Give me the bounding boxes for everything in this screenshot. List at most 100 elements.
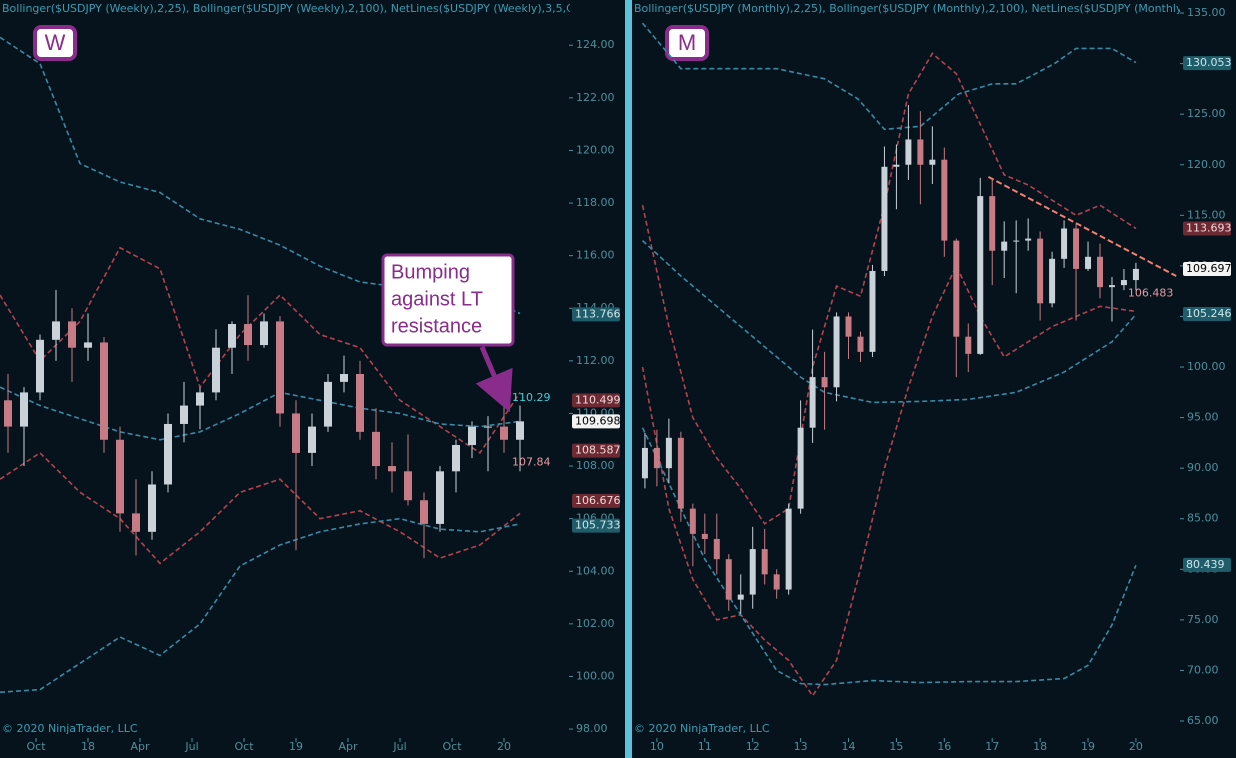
price-marker bbox=[572, 414, 620, 429]
candle-body bbox=[845, 316, 852, 337]
y-tick-label: 104.00 bbox=[576, 564, 615, 577]
bollinger-band bbox=[0, 246, 521, 455]
price-text: 107.84 bbox=[512, 455, 551, 468]
y-tick-label: 108.00 bbox=[576, 459, 615, 472]
bollinger-band bbox=[0, 36, 521, 315]
candle-body bbox=[260, 321, 268, 346]
price-marker bbox=[572, 307, 620, 322]
candle-body bbox=[1108, 285, 1115, 288]
price-marker bbox=[1183, 261, 1231, 276]
candle-body bbox=[965, 336, 972, 354]
bollinger-band bbox=[641, 52, 1137, 525]
y-tick-label: 98.00 bbox=[576, 722, 608, 735]
candle-body bbox=[1049, 258, 1056, 304]
price-marker bbox=[1183, 56, 1231, 71]
x-tick-label: 18 bbox=[81, 740, 95, 753]
candle-body bbox=[436, 471, 444, 524]
candle-body bbox=[452, 445, 460, 472]
timeframe-badge-text: W bbox=[45, 30, 66, 55]
timeframe-badge bbox=[665, 25, 709, 61]
y-tick-label: 112.00 bbox=[576, 354, 615, 367]
x-tick-label: 15 bbox=[889, 740, 903, 753]
y-tick-label: 90.00 bbox=[1187, 461, 1219, 474]
price-marker bbox=[572, 518, 620, 533]
y-tick-label: 118.00 bbox=[576, 196, 615, 209]
candle-body bbox=[905, 139, 912, 165]
annotation-text: resistance bbox=[391, 315, 482, 337]
candle-body bbox=[68, 321, 76, 348]
candle-body bbox=[116, 439, 124, 514]
candle-body bbox=[228, 324, 236, 348]
candle-body bbox=[20, 392, 28, 427]
y-tick-label: 75.00 bbox=[1187, 613, 1219, 626]
price-marker bbox=[572, 493, 620, 508]
candle-body bbox=[340, 373, 348, 382]
x-tick-label: 18 bbox=[1033, 740, 1047, 753]
candle-body bbox=[1001, 241, 1008, 251]
panel-divider bbox=[625, 0, 632, 758]
candle-body bbox=[1037, 238, 1044, 304]
candle-body bbox=[1013, 240, 1020, 242]
price-marker bbox=[572, 443, 620, 458]
candle-body bbox=[500, 426, 508, 440]
candle-body bbox=[244, 324, 252, 346]
candle-body bbox=[484, 426, 492, 428]
candle-body bbox=[785, 508, 792, 590]
candle-body bbox=[404, 471, 412, 501]
annotation-arrow bbox=[475, 346, 513, 413]
candle-body bbox=[420, 500, 428, 524]
price-marker-label: 109.697 bbox=[1186, 262, 1232, 275]
candle-body bbox=[1120, 280, 1127, 286]
candle-body bbox=[324, 381, 332, 427]
candle-body bbox=[36, 339, 44, 393]
y-tick-label: 125.00 bbox=[1187, 107, 1226, 120]
bollinger-band bbox=[0, 386, 521, 441]
candle-body bbox=[164, 423, 172, 485]
price-marker bbox=[1183, 306, 1231, 321]
candle-body bbox=[929, 159, 936, 165]
candle-body bbox=[1073, 228, 1080, 269]
x-tick-label: Oct bbox=[234, 740, 254, 753]
bollinger-band bbox=[0, 451, 521, 565]
x-tick-label: 20 bbox=[1129, 740, 1143, 753]
candle-body bbox=[1085, 256, 1092, 269]
candle-body bbox=[372, 431, 380, 467]
annotation-text: against LT bbox=[391, 288, 483, 310]
copyright: © 2020 NinjaTrader, LLC bbox=[2, 722, 138, 735]
candle-body bbox=[749, 549, 756, 595]
y-tick-label: 116.00 bbox=[576, 249, 615, 262]
candle-body bbox=[196, 392, 204, 406]
axes: 98.00100.00102.00104.00106.00108.00110.0… bbox=[26, 6, 1231, 753]
candle-body bbox=[148, 484, 156, 532]
y-tick-label: 135.00 bbox=[1187, 6, 1226, 19]
price-marker-label: 105.246 bbox=[1186, 307, 1232, 320]
bollinger-band bbox=[641, 22, 1137, 131]
x-tick-label: Jul bbox=[184, 740, 198, 753]
candle-body bbox=[308, 426, 316, 453]
x-tick-label: Oct bbox=[442, 740, 462, 753]
y-tick-label: 124.00 bbox=[576, 38, 615, 51]
x-tick-label: 13 bbox=[794, 740, 808, 753]
price-marker-label: 109.698 bbox=[575, 414, 621, 427]
candle-body bbox=[276, 321, 284, 414]
candle-body bbox=[737, 594, 744, 600]
candle-body bbox=[761, 549, 768, 575]
y-tick-label: 120.00 bbox=[1187, 158, 1226, 171]
y-tick-label: 100.00 bbox=[1187, 360, 1226, 373]
monthly-panel: Bollinger($USDJPY (Monthly),2,25), Bolli… bbox=[634, 2, 1180, 735]
weekly-panel: Bollinger($USDJPY (Weekly),2,25), Bollin… bbox=[0, 2, 631, 735]
candle-body bbox=[1097, 256, 1103, 288]
indicator-header: Bollinger($USDJPY (Weekly),2,25), Bollin… bbox=[2, 2, 631, 15]
price-marker-label: 113.693 bbox=[1186, 222, 1232, 235]
candle-body bbox=[1025, 238, 1032, 241]
candle-body bbox=[701, 533, 708, 539]
candle-body bbox=[1132, 268, 1139, 281]
timeframe-badge-text: M bbox=[678, 30, 696, 55]
price-text: 110.29 bbox=[512, 391, 551, 404]
price-marker-label: 105.733 bbox=[575, 519, 621, 532]
candle-body bbox=[84, 342, 92, 348]
price-marker-label: 106.676 bbox=[575, 494, 621, 507]
price-marker bbox=[1183, 557, 1231, 572]
